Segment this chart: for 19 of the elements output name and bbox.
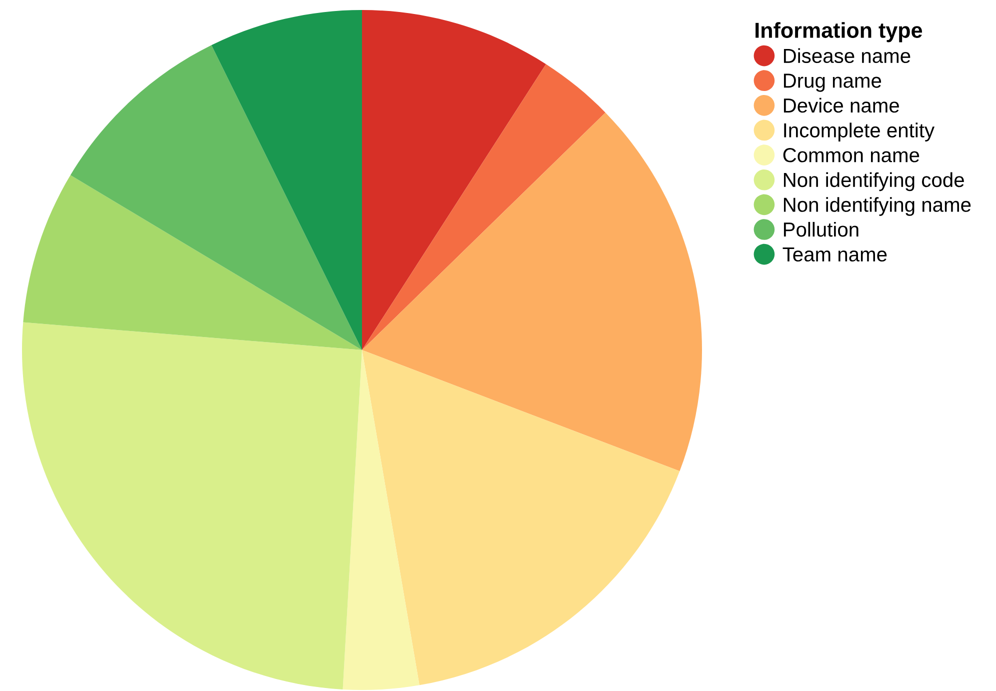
- legend-label: Common name: [783, 148, 920, 162]
- pie-slice: [342, 350, 420, 690]
- pie-slice: [22, 322, 362, 690]
- pie-slice: [362, 112, 702, 472]
- legend-label: Pollution: [784, 222, 858, 237]
- pie-slice: [23, 175, 362, 350]
- legend-label: Drug name: [784, 74, 882, 92]
- pie-slice: [362, 10, 546, 350]
- pie-slice: [362, 64, 606, 350]
- legend-label: Incomplete entity: [784, 122, 935, 142]
- legend-label: Disease name: [784, 48, 910, 64]
- legend-label: Device name: [784, 98, 899, 113]
- legend-label: Non identifying name: [784, 197, 971, 216]
- legend-label: Team name: [782, 247, 887, 262]
- legend-title: Information type: [756, 22, 922, 42]
- pie-slice: [211, 10, 362, 350]
- pie-slice: [362, 350, 680, 686]
- legend-label: Non identifying code: [784, 172, 964, 192]
- pie-slice: [70, 45, 362, 350]
